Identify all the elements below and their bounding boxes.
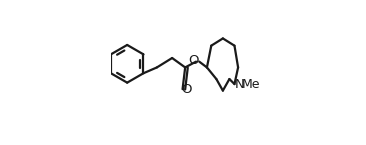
Text: N: N	[235, 78, 245, 91]
Text: O: O	[181, 83, 191, 96]
Text: Me: Me	[242, 78, 260, 91]
Text: O: O	[188, 54, 199, 67]
